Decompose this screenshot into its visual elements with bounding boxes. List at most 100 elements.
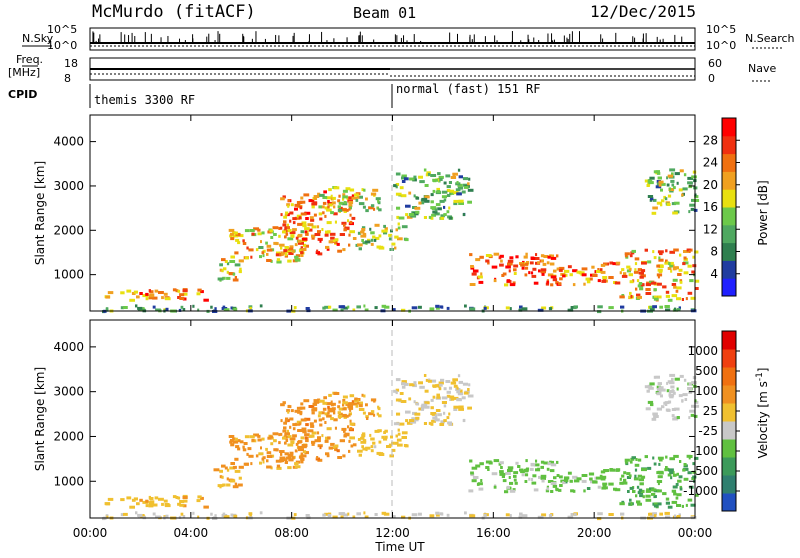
velocity-range-gate-cell [401, 385, 406, 389]
power-range-gate-cell [342, 197, 345, 201]
power-range-gate-cell [149, 290, 154, 294]
power-range-gate-cell [658, 256, 661, 260]
power-range-gate-cell [462, 213, 466, 217]
power-range-gate-cell [172, 288, 177, 292]
power-range-gate-cell [649, 176, 655, 180]
velocity-range-gate-cell [453, 405, 460, 409]
velocity-range-gate-cell [671, 377, 674, 381]
power-range-gate-cell [152, 296, 158, 300]
velocity-range-gate-cell [370, 410, 375, 414]
power-range-gate-cell [688, 250, 691, 253]
power-range-gate-cell [446, 210, 450, 214]
power-range-gate-cell [229, 260, 236, 263]
power-range-gate-cell [629, 280, 634, 284]
power-range-gate-cell [326, 247, 330, 251]
power-range-gate-cell [449, 189, 455, 193]
power-range-gate-cell [401, 180, 406, 183]
velocity-range-gate-cell [266, 455, 273, 458]
velocity-range-gate-cell [653, 504, 659, 508]
power-range-gate-cell [337, 205, 341, 209]
velocity-range-gate-cell [165, 514, 169, 518]
power-range-gate-cell [313, 197, 317, 201]
power-range-gate-cell [266, 252, 269, 256]
power-range-gate-cell [259, 255, 262, 259]
power-range-gate-cell [391, 242, 396, 246]
velocity-range-gate-cell [669, 457, 675, 461]
velocity-range-gate-cell [318, 411, 322, 415]
power-range-gate-cell [322, 201, 327, 205]
velocity-range-gate-cell [576, 477, 582, 481]
power-range-gate-cell [361, 188, 364, 192]
power-range-gate-cell [396, 206, 401, 210]
velocity-range-gate-cell [298, 448, 304, 452]
power-range-gate-cell [287, 204, 290, 208]
velocity-range-gate-cell [383, 512, 390, 516]
nsky-panel-frame [89, 27, 696, 51]
power-range-gate-cell [693, 199, 700, 202]
velocity-range-gate-cell [478, 487, 484, 491]
velocity-range-gate-cell [397, 443, 403, 447]
velocity-range-gate-cell [504, 490, 509, 494]
power-range-gate-cell [596, 270, 602, 273]
power-range-gate-cell [384, 229, 388, 233]
power-range-gate-cell [665, 290, 670, 294]
velocity-range-gate-cell [524, 473, 529, 477]
velocity-range-gate-cell [558, 475, 563, 479]
power-range-gate-cell [427, 172, 431, 176]
velocity-range-gate-cell [658, 462, 661, 466]
colorbar-tick-label: -100 [691, 444, 718, 458]
velocity-range-gate-cell [182, 515, 186, 518]
power-range-gate-cell [282, 223, 287, 227]
power-range-gate-cell [440, 216, 445, 220]
velocity-range-gate-cell [338, 407, 343, 411]
power-range-gate-cell [329, 240, 333, 244]
velocity-range-gate-cell [441, 401, 447, 404]
velocity-range-gate-cell [346, 414, 349, 418]
power-range-gate-cell [630, 295, 633, 298]
colorbar-tick-label: 24 [703, 156, 718, 170]
velocity-range-gate-cell [322, 407, 327, 411]
power-range-gate-cell [505, 265, 511, 269]
power-range-gate-cell [540, 270, 546, 274]
velocity-range-gate-cell [646, 389, 650, 393]
power-range-gate-cell [365, 197, 368, 201]
power-range-gate-cell [651, 211, 657, 215]
power-range-gate-cell [423, 216, 427, 219]
velocity-range-gate-cell [362, 447, 368, 451]
power-range-gate-cell [145, 297, 149, 301]
colorbar-swatch [722, 475, 736, 494]
velocity-range-gate-cell [319, 446, 322, 450]
power-range-gate-cell [493, 252, 500, 256]
nave-label: Nave [748, 62, 776, 75]
freq-unit: [MHz] [8, 66, 40, 79]
power-range-gate-cell [276, 251, 280, 255]
power-range-gate-cell [258, 246, 264, 249]
velocity-range-gate-cell [525, 468, 528, 472]
power-range-gate-cell [336, 242, 340, 246]
cpid-segment-2: normal (fast) 151 RF [396, 82, 541, 96]
power-range-gate-cell [433, 179, 437, 183]
power-range-gate-cell [351, 216, 356, 220]
velocity-range-gate-cell [567, 471, 572, 475]
power-range-gate-cell [629, 291, 632, 295]
velocity-range-gate-cell [669, 471, 674, 474]
velocity-range-gate-cell [224, 466, 228, 470]
power-range-gate-cell [293, 306, 297, 310]
power-range-gate-cell [411, 306, 418, 310]
colorbar-tick-label: 20 [703, 178, 718, 192]
velocity-range-gate-cell [463, 391, 469, 395]
velocity-range-gate-cell [312, 407, 318, 411]
power-range-gate-cell [282, 195, 286, 199]
colorbar-swatch [722, 135, 736, 155]
power-range-gate-cell [234, 263, 241, 267]
velocity-range-gate-cell [305, 514, 310, 517]
power-range-gate-cell [545, 282, 550, 286]
power-range-gate-cell [343, 201, 347, 204]
velocity-range-gate-cell [438, 381, 444, 385]
power-range-gate-cell [234, 251, 239, 255]
power-range-gate-cell [283, 220, 287, 224]
velocity-range-gate-cell [251, 438, 255, 442]
power-range-gate-cell [345, 187, 351, 191]
velocity-range-gate-cell [434, 418, 440, 422]
power-range-gate-cell [464, 304, 467, 308]
